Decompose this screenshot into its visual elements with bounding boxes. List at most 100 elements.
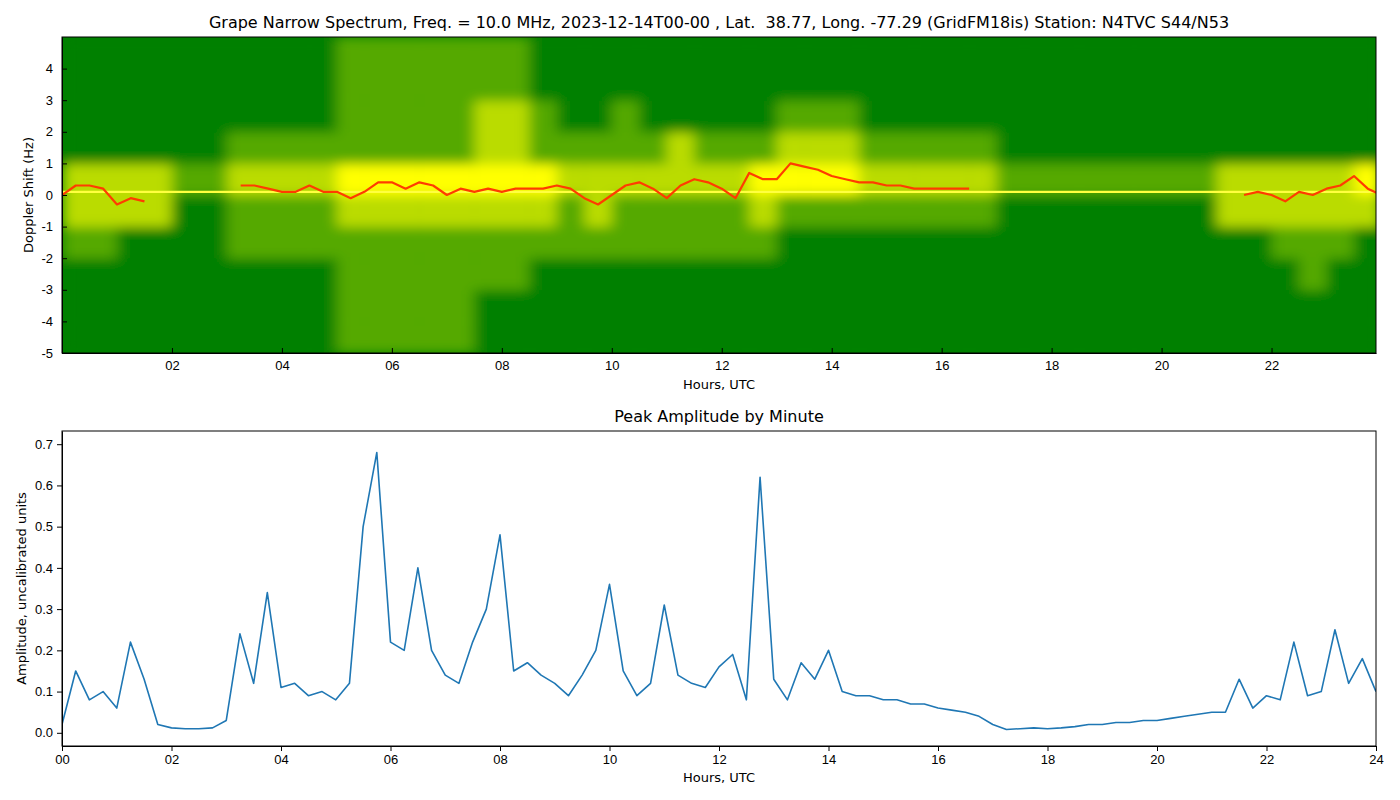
heatmap-cell xyxy=(309,69,337,101)
heatmap-cell xyxy=(227,37,255,69)
tick: 0.5 xyxy=(35,519,62,534)
tick-mark xyxy=(62,321,67,322)
heatmap-cell xyxy=(447,37,475,69)
heatmap-cell xyxy=(1299,321,1327,353)
axis: 00020406081012141618202224 xyxy=(55,746,1383,767)
heatmap-cell xyxy=(1217,227,1245,259)
heatmap-cell xyxy=(419,195,447,227)
heatmap-cell xyxy=(612,69,640,101)
heatmap-cell xyxy=(172,132,200,164)
heatmap-cell xyxy=(639,37,667,69)
plot-background xyxy=(62,37,1376,353)
heatmap-cell xyxy=(144,195,172,227)
tick: 0.1 xyxy=(35,684,62,699)
heatmap-cell xyxy=(1327,37,1355,69)
heatmap-cell xyxy=(557,195,585,227)
heatmap-cell xyxy=(997,69,1025,101)
heatmap-cell xyxy=(1299,195,1327,227)
heatmap-cell xyxy=(227,290,255,322)
tick-mark xyxy=(282,348,283,353)
heatmap-cell xyxy=(227,100,255,132)
heatmap-cell xyxy=(1107,132,1135,164)
heatmap-cell xyxy=(1244,132,1272,164)
series-line xyxy=(62,452,1376,729)
heatmap-cell xyxy=(639,100,667,132)
heatmap-cell xyxy=(557,163,585,195)
heatmap-cell xyxy=(1327,132,1355,164)
heatmap-cell xyxy=(1189,163,1217,195)
tick: 12 xyxy=(715,348,729,373)
heatmap-cell xyxy=(337,37,365,69)
heatmap-cell xyxy=(1024,132,1052,164)
heatmap-cell xyxy=(557,258,585,290)
heatmap-cell xyxy=(997,100,1025,132)
tick: 08 xyxy=(493,746,507,767)
heatmap-cell xyxy=(392,321,420,353)
heatmap-cell xyxy=(1052,227,1080,259)
heatmap-cell xyxy=(804,100,832,132)
tick: 16 xyxy=(931,746,945,767)
tick-mark xyxy=(832,348,833,353)
tick-label: 3 xyxy=(46,93,53,108)
heatmap-cell xyxy=(969,321,997,353)
tick-label: -2 xyxy=(41,251,53,266)
tick-label: 08 xyxy=(495,358,509,373)
tick-label: 02 xyxy=(165,358,179,373)
heatmap-cell xyxy=(1244,100,1272,132)
heatmap-cell xyxy=(694,69,722,101)
chart-title: Grape Narrow Spectrum, Freq. = 10.0 MHz,… xyxy=(209,13,1229,32)
heatmap-cell xyxy=(117,132,145,164)
tick-label: 22 xyxy=(1265,358,1279,373)
heatmap-cell xyxy=(419,290,447,322)
heatmap-cell xyxy=(282,290,310,322)
heatmap-cell xyxy=(612,163,640,195)
heatmap-cell xyxy=(392,163,420,195)
heatmap-cell xyxy=(1354,258,1376,290)
heatmap-cell xyxy=(227,227,255,259)
heatmap-cell xyxy=(337,321,365,353)
heatmap-cell xyxy=(557,37,585,69)
heatmap-cell xyxy=(199,163,227,195)
heatmap-cell xyxy=(62,227,90,259)
heatmap-cell xyxy=(1354,100,1376,132)
heatmap-cell xyxy=(1217,37,1245,69)
heatmap-cell xyxy=(1272,227,1300,259)
axis: 0.00.10.20.30.40.50.60.7 xyxy=(35,432,63,747)
heatmap-cell xyxy=(722,37,750,69)
heatmap-cell xyxy=(89,290,117,322)
heatmap-cell xyxy=(722,69,750,101)
tick: 02 xyxy=(165,746,179,767)
heatmap-cell xyxy=(722,100,750,132)
heatmap-cell xyxy=(144,100,172,132)
heatmap-cell xyxy=(392,37,420,69)
heatmap-cell xyxy=(62,258,90,290)
heatmap-cell xyxy=(1244,227,1272,259)
heatmap-cell xyxy=(282,258,310,290)
heatmap-cell xyxy=(364,132,392,164)
tick-label: 4 xyxy=(46,61,53,76)
heatmap-cell xyxy=(1107,227,1135,259)
heatmap-cell xyxy=(557,69,585,101)
heatmap-cell xyxy=(1327,290,1355,322)
heatmap-cell xyxy=(254,290,282,322)
heatmap-cell xyxy=(529,195,557,227)
heatmap-cell xyxy=(722,132,750,164)
heatmap-cell xyxy=(997,227,1025,259)
heatmap-cell xyxy=(749,69,777,101)
heatmap-cell xyxy=(199,100,227,132)
heatmap-cell xyxy=(172,195,200,227)
heatmap-cell xyxy=(777,321,805,353)
tick: 1 xyxy=(46,156,67,171)
heatmap-cell xyxy=(859,69,887,101)
heatmap-cell xyxy=(474,290,502,322)
panel: 0204060810121416182022-5-4-3-2-101234Gra… xyxy=(21,13,1382,392)
heatmap-cell xyxy=(254,37,282,69)
heatmap-cell xyxy=(282,37,310,69)
heatmap-cell xyxy=(804,132,832,164)
heatmap-cell xyxy=(722,195,750,227)
heatmap-cell xyxy=(1354,227,1376,259)
heatmap-cell xyxy=(1217,69,1245,101)
heatmap-cell xyxy=(199,227,227,259)
heatmap-cell xyxy=(392,258,420,290)
heatmap-cell xyxy=(1024,100,1052,132)
